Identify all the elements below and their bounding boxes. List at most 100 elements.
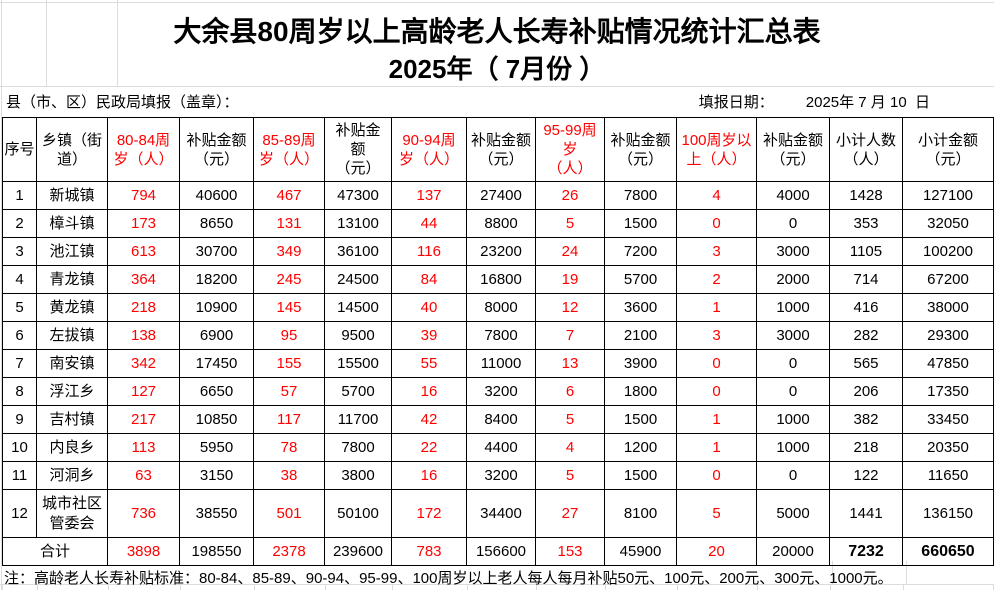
row-10-amt95: 1200 bbox=[604, 433, 677, 462]
row-12-age100: 5 bbox=[676, 489, 757, 538]
row-6-age90: 39 bbox=[391, 321, 467, 350]
filing-agency-label: 县（市、区）民政局填报（盖章）： bbox=[6, 94, 239, 111]
row-1-subtotal-count: 1428 bbox=[829, 181, 903, 210]
row-10-amt90: 4400 bbox=[466, 433, 536, 462]
row-1-age85: 467 bbox=[253, 181, 325, 210]
row-2-amt90: 8800 bbox=[466, 209, 536, 238]
header-age95: 95-99周 岁 （人） bbox=[535, 117, 605, 182]
row-1-amt100: 4000 bbox=[756, 181, 830, 210]
row-11-amt90: 3200 bbox=[466, 461, 536, 490]
total-age100: 20 bbox=[676, 537, 757, 566]
row-9-amt95: 1500 bbox=[604, 405, 677, 434]
row-2-age100: 0 bbox=[676, 209, 757, 238]
row-9-age80: 217 bbox=[107, 405, 180, 434]
row-2-age85: 131 bbox=[253, 209, 325, 238]
gridline bbox=[830, 584, 831, 590]
row-10-age95: 4 bbox=[535, 433, 605, 462]
row-9-age85: 117 bbox=[253, 405, 325, 434]
row-8-amt100: 0 bbox=[756, 377, 830, 406]
row-9-subtotal-count: 382 bbox=[829, 405, 903, 434]
row-1-age80: 794 bbox=[107, 181, 180, 210]
gridline bbox=[254, 584, 255, 590]
gridline bbox=[325, 584, 326, 590]
row-10-amt100: 1000 bbox=[756, 433, 830, 462]
total-amt95: 45900 bbox=[604, 537, 677, 566]
row-7-age85: 155 bbox=[253, 349, 325, 378]
row-1-amt90: 27400 bbox=[466, 181, 536, 210]
gridline bbox=[46, 0, 47, 86]
header-age80: 80-84周 岁（人） bbox=[107, 117, 180, 182]
header-amt85: 补贴金 额 （元） bbox=[324, 117, 392, 182]
row-4-amt95: 5700 bbox=[604, 265, 677, 294]
row-11-age95: 5 bbox=[535, 461, 605, 490]
row-8-age95: 6 bbox=[535, 377, 605, 406]
row-1-amt95: 7800 bbox=[604, 181, 677, 210]
total-age90: 783 bbox=[391, 537, 467, 566]
row-10-amt85: 7800 bbox=[324, 433, 392, 462]
gridline bbox=[757, 584, 758, 590]
header-amt90: 补贴金额 （元） bbox=[466, 117, 536, 182]
row-8-amt80: 6650 bbox=[179, 377, 254, 406]
gridline bbox=[37, 584, 38, 590]
row-2-subtotal-amount: 32050 bbox=[902, 209, 994, 238]
row-4-amt90: 16800 bbox=[466, 265, 536, 294]
row-8-index: 8 bbox=[2, 377, 37, 406]
row-12-amt90: 34400 bbox=[466, 489, 536, 538]
row-7-town: 南安镇 bbox=[36, 349, 108, 378]
row-8-age90: 16 bbox=[391, 377, 467, 406]
row-3-age100: 3 bbox=[676, 237, 757, 266]
row-11-age100: 0 bbox=[676, 461, 757, 490]
header-index: 序号 bbox=[2, 117, 37, 182]
row-4-age80: 364 bbox=[107, 265, 180, 294]
row-11-age80: 63 bbox=[107, 461, 180, 490]
row-7-amt90: 11000 bbox=[466, 349, 536, 378]
row-12-amt95: 8100 bbox=[604, 489, 677, 538]
row-11-amt80: 3150 bbox=[179, 461, 254, 490]
row-3-town: 池江镇 bbox=[36, 237, 108, 266]
row-6-age95: 7 bbox=[535, 321, 605, 350]
row-8-amt90: 3200 bbox=[466, 377, 536, 406]
row-6-subtotal-count: 282 bbox=[829, 321, 903, 350]
row-6-amt90: 7800 bbox=[466, 321, 536, 350]
row-6-amt95: 2100 bbox=[604, 321, 677, 350]
row-5-subtotal-count: 416 bbox=[829, 293, 903, 322]
gridline bbox=[2, 584, 3, 590]
row-12-index: 12 bbox=[2, 489, 37, 538]
row-12-age80: 736 bbox=[107, 489, 180, 538]
row-8-subtotal-count: 206 bbox=[829, 377, 903, 406]
row-3-amt100: 3000 bbox=[756, 237, 830, 266]
header-amt100: 补贴金额 （元） bbox=[756, 117, 830, 182]
row-5-age95: 12 bbox=[535, 293, 605, 322]
total-label: 合计 bbox=[2, 537, 108, 566]
row-4-index: 4 bbox=[2, 265, 37, 294]
row-10-index: 10 bbox=[2, 433, 37, 462]
report-subtitle: 2025年（ 7月份 ） bbox=[388, 54, 606, 84]
row-4-amt100: 2000 bbox=[756, 265, 830, 294]
row-12-amt85: 50100 bbox=[324, 489, 392, 538]
row-4-amt85: 24500 bbox=[324, 265, 392, 294]
row-9-age95: 5 bbox=[535, 405, 605, 434]
row-2-index: 2 bbox=[2, 209, 37, 238]
gridline bbox=[906, 561, 907, 584]
gridline bbox=[117, 0, 118, 86]
gridline bbox=[903, 584, 904, 590]
row-4-age85: 245 bbox=[253, 265, 325, 294]
row-3-index: 3 bbox=[2, 237, 37, 266]
row-3-amt90: 23200 bbox=[466, 237, 536, 266]
row-1-age95: 26 bbox=[535, 181, 605, 210]
row-10-age100: 1 bbox=[676, 433, 757, 462]
row-4-subtotal-count: 714 bbox=[829, 265, 903, 294]
row-12-age95: 27 bbox=[535, 489, 605, 538]
row-3-amt85: 36100 bbox=[324, 237, 392, 266]
row-11-amt95: 1500 bbox=[604, 461, 677, 490]
row-3-age85: 349 bbox=[253, 237, 325, 266]
row-2-amt100: 0 bbox=[756, 209, 830, 238]
row-6-age85: 95 bbox=[253, 321, 325, 350]
row-11-age90: 16 bbox=[391, 461, 467, 490]
info-row: 县（市、区）民政局填报（盖章）： 填报日期： 2025年 7 月 10 日 bbox=[0, 86, 994, 117]
row-12-town: 城市社区管委会 bbox=[36, 489, 108, 538]
row-5-amt90: 8000 bbox=[466, 293, 536, 322]
header-amt95: 补贴金额 （元） bbox=[604, 117, 677, 182]
row-11-town: 河洞乡 bbox=[36, 461, 108, 490]
row-9-amt85: 11700 bbox=[324, 405, 392, 434]
